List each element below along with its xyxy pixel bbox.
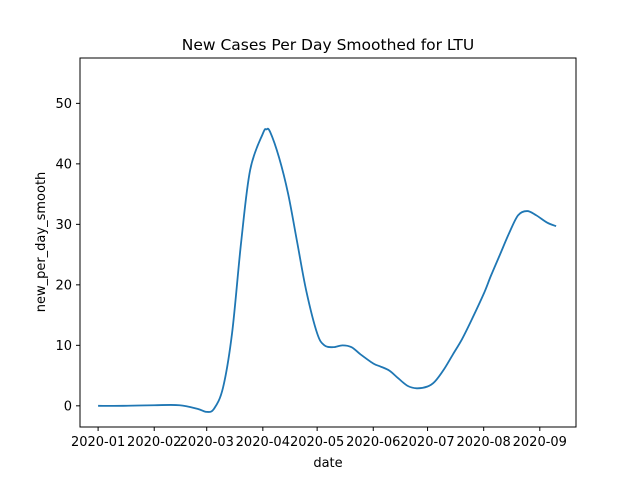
x-tick-label: 2020-09	[513, 435, 567, 450]
x-tick-label: 2020-01	[71, 435, 125, 450]
y-tick-label: 30	[55, 218, 72, 233]
y-axis-label: new_per_day_smooth	[34, 172, 49, 313]
series-line	[98, 127, 557, 413]
x-tick-label: 2020-04	[236, 435, 290, 450]
y-tick-label: 20	[55, 278, 72, 293]
plot-area	[80, 58, 576, 427]
chart-title: New Cases Per Day Smoothed for LTU	[182, 36, 475, 54]
x-axis-label: date	[313, 456, 342, 471]
x-tick-label: 2020-07	[400, 435, 454, 450]
y-tick-label: 40	[55, 157, 72, 172]
y-tick-label: 0	[64, 399, 72, 414]
y-axis-ticks: 0 10 20 30 40 50	[55, 97, 80, 414]
plot-frame	[79, 57, 577, 428]
y-tick-label: 10	[55, 339, 72, 354]
x-tick-label: 2020-08	[457, 435, 511, 450]
x-tick-label: 2020-05	[290, 435, 344, 450]
x-tick-label: 2020-02	[127, 435, 181, 450]
y-tick-label: 50	[55, 97, 72, 112]
x-tick-label: 2020-06	[346, 435, 400, 450]
x-tick-label: 2020-03	[180, 435, 234, 450]
